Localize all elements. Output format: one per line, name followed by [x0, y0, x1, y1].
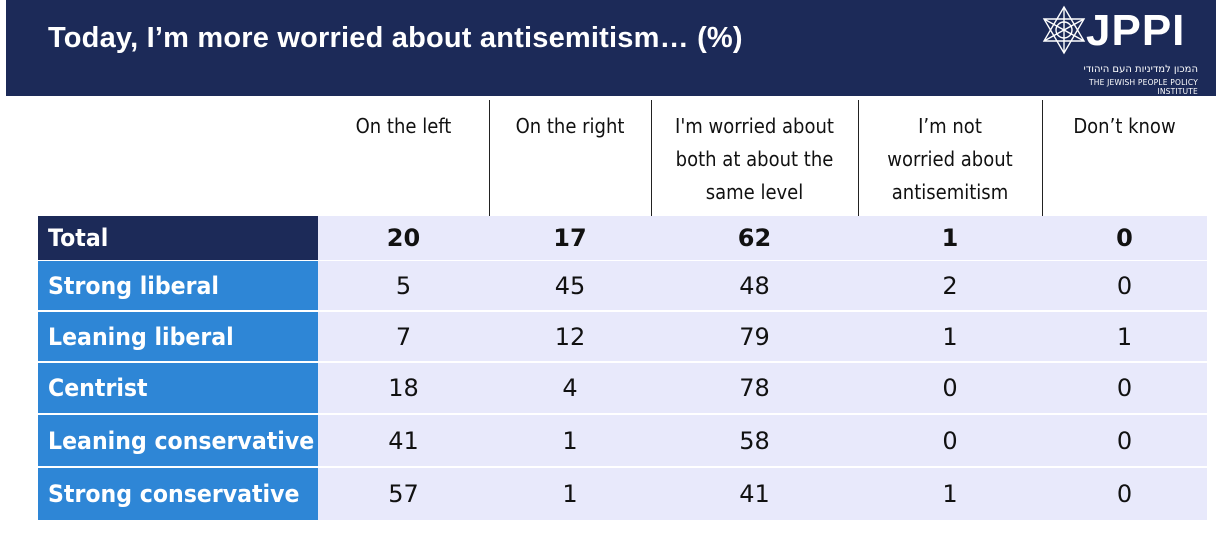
row-cells: 57 1 41 1 0: [318, 468, 1207, 521]
table-cell: 18: [388, 374, 419, 402]
table-cell: 0: [942, 374, 958, 402]
table-cell: 0: [1116, 271, 1133, 300]
row-label: Centrist: [38, 363, 318, 413]
column-header-line: antisemitism: [891, 180, 1009, 204]
column-header-line: I'm worried about: [675, 114, 834, 138]
row-cells: 41 1 58 0 0: [318, 415, 1207, 467]
table-cell: 78: [739, 374, 770, 402]
table-cell: 5: [395, 271, 412, 300]
table-cell: 62: [737, 224, 772, 252]
row-label: Leaning liberal: [38, 312, 318, 361]
row-label: Strong conservative: [38, 468, 318, 520]
row-label-text: Leaning liberal: [48, 322, 234, 351]
table-cell: 0: [1116, 374, 1133, 402]
star-of-david-icon: [1042, 5, 1086, 55]
header-banner: Today, I’m more worried about antisemiti…: [6, 0, 1216, 96]
table-cell: 2: [942, 271, 958, 300]
table-cell: 20: [386, 224, 421, 252]
table-row: Strong liberal 5 45 48 2 0: [38, 261, 1207, 311]
table-row: Leaning conservative 41 1 58 0 0: [38, 415, 1207, 467]
column-separator: [1042, 100, 1043, 216]
column-header: I’m not worried about antisemitism: [867, 100, 1033, 216]
row-label: Leaning conservative: [38, 415, 318, 466]
column-header: On the left: [327, 100, 481, 216]
table-cell: 0: [1116, 480, 1133, 508]
table-cell: 12: [554, 322, 586, 351]
row-label-text: Leaning conservative: [48, 426, 315, 455]
table-cell: 1: [562, 426, 578, 455]
table-cell: 1: [942, 322, 958, 351]
column-separator: [651, 100, 652, 216]
table-cell: 17: [553, 224, 587, 252]
table-cell: 1: [942, 480, 958, 508]
column-header-line: On the left: [355, 114, 452, 138]
table-cell: 0: [942, 426, 958, 455]
table-cell: 48: [739, 271, 770, 300]
column-header-line: Don’t know: [1073, 114, 1176, 138]
row-label-text: Strong liberal: [48, 271, 220, 300]
logo-wordmark: JPPI: [1086, 6, 1186, 55]
table-cell: 57: [388, 480, 419, 508]
logo-hebrew-text: המכון למדיניות העם היהודי: [1083, 64, 1198, 75]
table-row: Leaning liberal 7 12 79 1 1: [38, 312, 1207, 362]
logo-english-text: THE JEWISH PEOPLE POLICY INSTITUTE: [1089, 78, 1198, 96]
table-row: Strong conservative 57 1 41 1 0: [38, 468, 1207, 521]
column-header-line: same level: [705, 180, 804, 204]
total-row: Total 20 17 62 1 0: [38, 216, 1207, 261]
column-header-line: I’m not: [918, 114, 982, 138]
column-header: I'm worried about both at about the same l…: [661, 100, 847, 216]
column-separator: [489, 100, 490, 216]
page-title: Today, I’m more worried about antisemiti…: [48, 22, 743, 54]
column-separator: [858, 100, 859, 216]
table-cell: 1: [562, 480, 578, 508]
column-header: Don’t know: [1050, 100, 1199, 216]
crosstab-table: On the left On the right I'm worried about…: [0, 96, 1227, 538]
jppi-logo: JPPI המכון למדיניות העם היהודי THE JEWIS…: [1038, 4, 1208, 96]
row-label-text: Strong conservative: [48, 480, 300, 508]
table-cell: 4: [562, 374, 578, 402]
table-cell: 1: [1116, 322, 1133, 351]
row-label-text: Total: [48, 224, 109, 252]
table-cell: 58: [739, 426, 770, 455]
table-cell: 79: [739, 322, 770, 351]
row-label-text: Centrist: [48, 374, 148, 402]
row-cells: 7 12 79 1 1: [318, 312, 1207, 362]
table-cell: 41: [739, 480, 770, 508]
table-cell: 45: [554, 271, 586, 300]
column-header-line: worried about: [887, 147, 1013, 171]
column-header: On the right: [497, 100, 643, 216]
row-cells: 18 4 78 0 0: [318, 363, 1207, 414]
table-cell: 0: [1116, 426, 1133, 455]
row-label: Strong liberal: [38, 261, 318, 310]
table-cell: 0: [1116, 224, 1133, 252]
row-cells: 20 17 62 1 0: [318, 216, 1207, 261]
table-cell: 41: [388, 426, 419, 455]
column-header-line: On the right: [515, 114, 625, 138]
table-row: Centrist 18 4 78 0 0: [38, 363, 1207, 414]
row-label: Total: [38, 216, 318, 260]
column-header-line: both at about the: [675, 147, 834, 171]
table-cell: 7: [395, 322, 412, 351]
table-cell: 1: [941, 224, 959, 252]
row-cells: 5 45 48 2 0: [318, 261, 1207, 311]
